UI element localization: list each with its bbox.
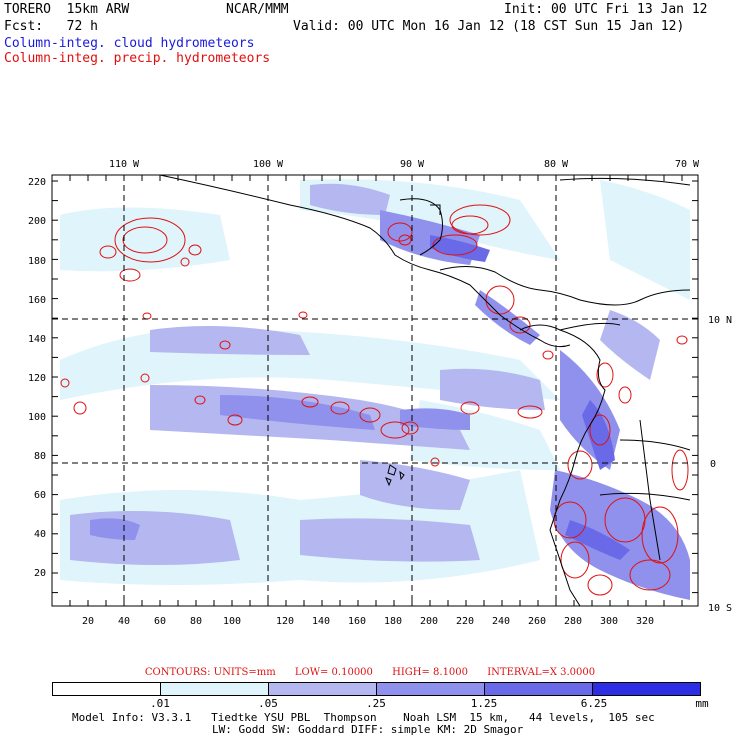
x-tick-label: 180 bbox=[384, 616, 402, 627]
axis-ticks bbox=[51, 175, 698, 606]
lon-label-70w: 70 W bbox=[675, 159, 700, 170]
colorbar-segment bbox=[160, 682, 268, 696]
init-time: Init: 00 UTC Fri 13 Jan 12 bbox=[504, 2, 708, 17]
coastlines bbox=[159, 175, 691, 606]
colorbar-segment bbox=[52, 682, 160, 696]
graticule bbox=[52, 175, 698, 606]
y-tick-label: 120 bbox=[28, 373, 46, 384]
y-tick-label: 80 bbox=[34, 451, 46, 462]
org-label: NCAR/MMM bbox=[226, 2, 289, 17]
x-tick-label: 240 bbox=[492, 616, 510, 627]
colorbar-divider bbox=[160, 682, 161, 696]
colorbar-segment bbox=[592, 682, 700, 696]
lat-label-10s: 10 S bbox=[708, 603, 732, 614]
y-tick-label: 20 bbox=[34, 568, 46, 579]
field-label-cloud: Column-integ. cloud hydrometeors bbox=[4, 36, 255, 51]
x-tick-label: 200 bbox=[420, 616, 438, 627]
x-tick-label: 100 bbox=[223, 616, 241, 627]
colorbar-divider bbox=[52, 682, 53, 696]
y-tick-label: 100 bbox=[28, 412, 46, 423]
colorbar-unit: mm bbox=[695, 697, 709, 710]
contour-units: CONTOURS: UNITS=mm bbox=[144, 667, 276, 678]
forecast-hour: Fcst: 72 h bbox=[4, 19, 98, 34]
colorbar-label: 6.25 bbox=[580, 697, 608, 710]
colorbar-label: .01 bbox=[150, 697, 170, 710]
colorbar-divider bbox=[700, 682, 701, 696]
x-tick-label: 80 bbox=[190, 616, 202, 627]
y-tick-label: 200 bbox=[28, 216, 46, 227]
y-tick-label: 160 bbox=[28, 295, 46, 306]
lon-label-80w: 80 W bbox=[544, 159, 569, 170]
y-tick-label: 180 bbox=[28, 256, 46, 267]
colorbar-divider bbox=[268, 682, 269, 696]
x-tick-label: 280 bbox=[564, 616, 582, 627]
lon-label-110w: 110 W bbox=[109, 159, 140, 170]
y-tick-label: 40 bbox=[34, 529, 46, 540]
model-title: TORERO 15km ARW bbox=[4, 2, 130, 17]
lon-label-90w: 90 W bbox=[400, 159, 425, 170]
x-tick-label: 220 bbox=[456, 616, 474, 627]
x-tick-label: 320 bbox=[636, 616, 654, 627]
colorbar-divider bbox=[484, 682, 485, 696]
cloud-field-intense bbox=[430, 235, 630, 560]
contour-interval: INTERVAL=X 3.0000 bbox=[487, 667, 596, 678]
lon-label-100w: 100 W bbox=[253, 159, 284, 170]
forecast-map: 110 W 100 W 90 W 80 W 70 W 10 N 0 10 S 2… bbox=[28, 159, 732, 627]
field-label-precip: Column-integ. precip. hydrometeors bbox=[4, 51, 271, 66]
contour-info: CONTOURS: UNITS=mm LOW= 0.10000 HIGH= 8.… bbox=[0, 667, 740, 678]
contour-high: HIGH= 8.1000 bbox=[392, 667, 469, 678]
map-plot-area bbox=[60, 175, 691, 606]
x-tick-label: 140 bbox=[312, 616, 330, 627]
x-tick-label: 160 bbox=[348, 616, 366, 627]
colorbar-segment bbox=[376, 682, 484, 696]
colorbar-segment bbox=[484, 682, 592, 696]
x-tick-label: 20 bbox=[82, 616, 94, 627]
contour-low: LOW= 0.10000 bbox=[294, 667, 373, 678]
x-tick-label: 40 bbox=[118, 616, 130, 627]
colorbar-divider bbox=[592, 682, 593, 696]
colorbar-label: .25 bbox=[366, 697, 386, 710]
map-frame bbox=[51, 174, 699, 607]
y-tick-label: 140 bbox=[28, 334, 46, 345]
x-tick-label: 120 bbox=[276, 616, 294, 627]
lat-label-0: 0 bbox=[710, 459, 716, 470]
colorbar-label: .05 bbox=[258, 697, 278, 710]
x-tick-label: 260 bbox=[528, 616, 546, 627]
x-tick-label: 300 bbox=[600, 616, 618, 627]
colorbar-divider bbox=[376, 682, 377, 696]
colorbar-label: 1.25 bbox=[470, 697, 498, 710]
y-tick-label: 60 bbox=[34, 490, 46, 501]
valid-time: Valid: 00 UTC Mon 16 Jan 12 (18 CST Sun … bbox=[293, 19, 685, 34]
model-info: Model Info: V3.3.1 Tiedtke YSU PBL Thomp… bbox=[72, 711, 655, 724]
x-tick-label: 60 bbox=[154, 616, 166, 627]
y-tick-label: 220 bbox=[28, 177, 46, 188]
model-physics: LW: Godd SW: Goddard DIFF: simple KM: 2D… bbox=[212, 723, 524, 736]
lat-label-10n: 10 N bbox=[708, 315, 732, 326]
colorbar-segment bbox=[268, 682, 376, 696]
